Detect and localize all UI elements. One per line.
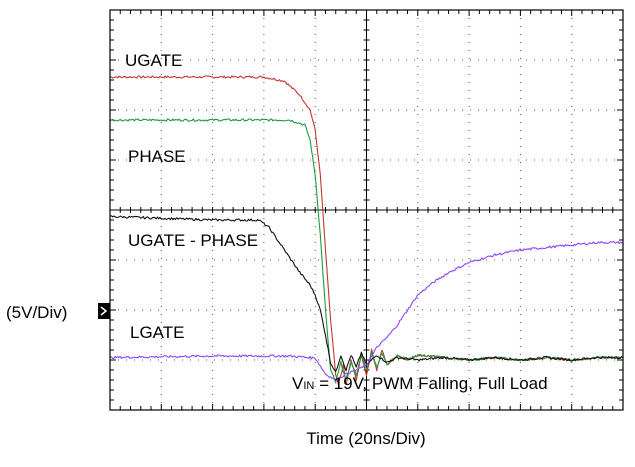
annotation-text: = 19V, PWM Falling, Full Load [314, 374, 547, 393]
series-label-ugate: UGATE [125, 51, 182, 70]
plot-frame [109, 9, 624, 411]
x-axis-label: Time (20ns/Div) [306, 429, 425, 448]
reference-marker-arrow [100, 306, 108, 316]
series-label-lgate: LGATE [130, 323, 184, 342]
y-axis-label: (5V/Div) [6, 303, 67, 322]
traces [109, 75, 624, 386]
trace-ugate [109, 75, 624, 386]
annotation-conditions: VIN = 19V, PWM Falling, Full Load [292, 374, 548, 393]
trace-lgate [109, 240, 624, 381]
series-label-ugate-phase: UGATE - PHASE [128, 231, 258, 250]
annotation-prefix: V [292, 374, 304, 393]
grid [109, 9, 624, 411]
trace-ugate-phase [109, 215, 624, 372]
reference-marker-icon [98, 303, 110, 319]
annotation-subscript: IN [303, 380, 314, 392]
series-label-phase: PHASE [128, 147, 186, 166]
